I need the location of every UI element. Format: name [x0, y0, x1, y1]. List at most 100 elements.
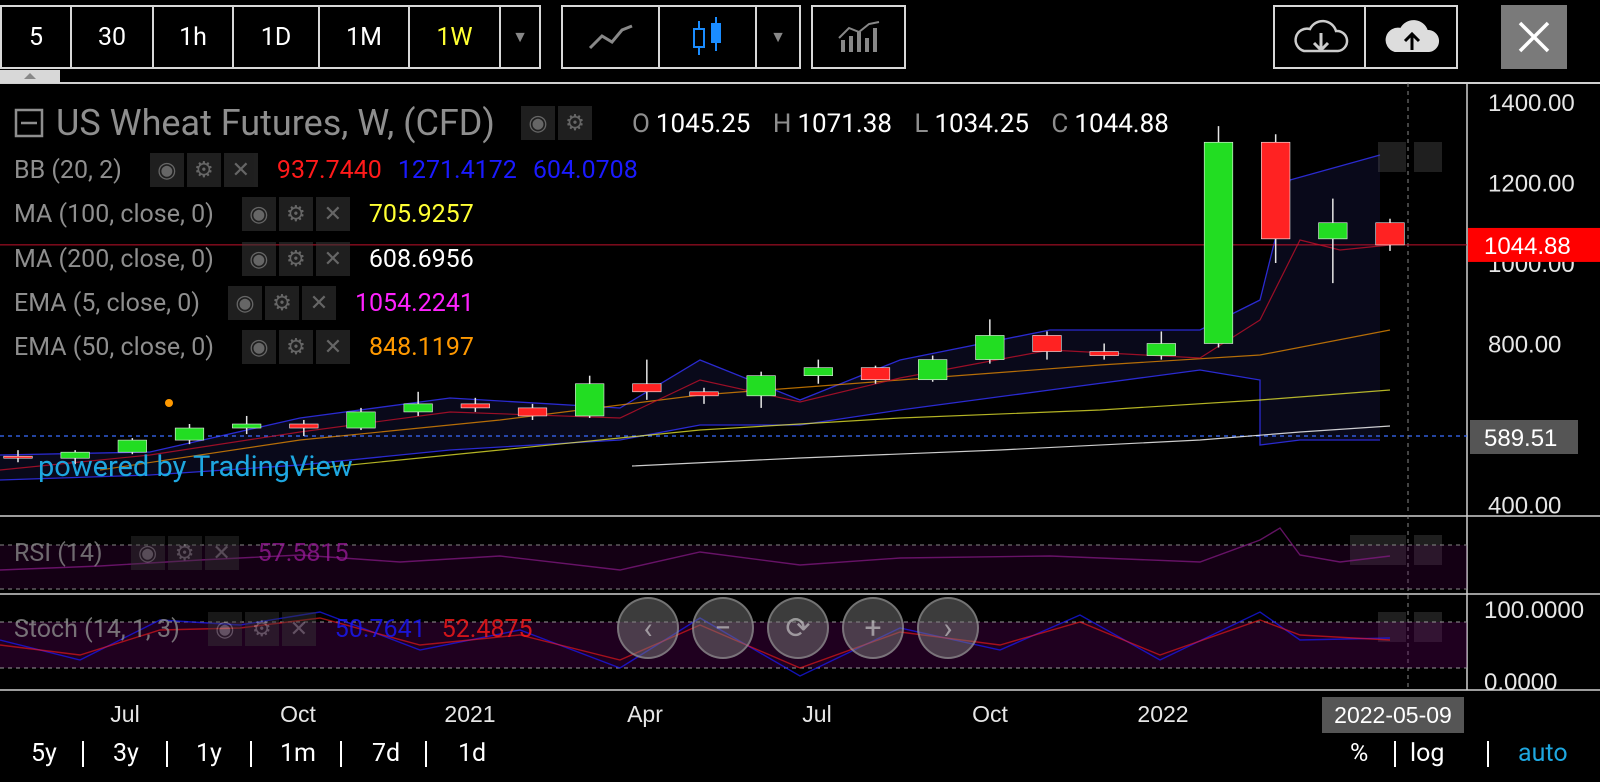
candle-body [803, 367, 833, 376]
interval-30-button[interactable]: 30 [72, 7, 154, 67]
candle-body [517, 407, 548, 417]
minus-icon: − [714, 610, 732, 646]
zoom-in-button[interactable]: + [842, 597, 904, 659]
interval-1d-button[interactable]: 1D [234, 7, 320, 67]
pane-arrow-button [1414, 535, 1442, 565]
range-7d-button[interactable]: 7d [372, 739, 401, 768]
zoom-out-button[interactable]: − [692, 597, 754, 659]
candle-body [632, 383, 662, 393]
eye-icon[interactable]: ◉ [241, 242, 276, 276]
candle-body [746, 375, 776, 397]
gear-icon[interactable]: ⚙ [244, 612, 279, 646]
cloud-save-button[interactable] [1366, 7, 1456, 67]
range-1d-button[interactable]: 1d [458, 739, 487, 768]
cloud-toolbar [1273, 5, 1458, 69]
gear-icon[interactable]: ⚙ [186, 153, 221, 187]
interval-5-button[interactable]: 5 [2, 7, 72, 67]
candle-body [1146, 343, 1176, 356]
candle-body [1375, 222, 1405, 246]
eye-icon[interactable]: ◉ [242, 330, 276, 364]
close-icon[interactable]: ✕ [301, 286, 336, 320]
indicator-value: 50.7641 [334, 614, 426, 644]
indicator-actions: ◉ ⚙ ✕ [149, 153, 261, 187]
pane-arrow-button [1414, 142, 1442, 172]
indicators-button[interactable] [813, 7, 904, 67]
high-label: H [772, 109, 792, 139]
candle-body [232, 423, 262, 429]
percent-scale-button[interactable]: % [1350, 739, 1369, 768]
bollinger-lower-line [0, 369, 1380, 481]
line-chart-button[interactable] [563, 7, 660, 67]
scroll-right-button[interactable]: › [917, 597, 979, 659]
orange-marker [165, 399, 173, 407]
interval-1h-button[interactable]: 1h [154, 7, 234, 67]
scroll-left-button[interactable]: ‹ [617, 597, 679, 659]
range-1m-button[interactable]: 1m [280, 739, 316, 768]
gear-icon[interactable]: ⚙ [167, 536, 202, 570]
stoch-tick-label: 100.0000 [1484, 597, 1584, 624]
time-axis-label: Jul [110, 701, 139, 727]
low-label: L [914, 109, 929, 139]
indicator-actions: ◉ ⚙ ✕ [130, 536, 242, 570]
range-3y-button[interactable]: 3y [113, 739, 139, 768]
close-icon[interactable]: ✕ [204, 536, 239, 570]
price-tick-label: 400.00 [1488, 493, 1561, 520]
eye-icon[interactable]: ◉ [130, 536, 165, 570]
gear-icon[interactable]: ⚙ [264, 286, 299, 320]
candle-body [975, 335, 1005, 360]
high-value: 1071.38 [797, 109, 892, 139]
cloud-upload-icon [1385, 20, 1439, 52]
pane-arrow-button [1414, 612, 1442, 642]
eye-icon[interactable]: ◉ [207, 612, 242, 646]
interval-toolbar: 5 30 1h 1D 1M 1W ▼ [0, 5, 541, 69]
eye-icon[interactable]: ◉ [520, 106, 555, 140]
ema5-line [0, 239, 1391, 471]
eye-icon[interactable]: ◉ [227, 286, 262, 320]
close-button[interactable] [1501, 5, 1567, 69]
time-axis-label: Jul [802, 701, 831, 727]
time-axis-label: 2022 [1137, 701, 1188, 727]
auto-scale-button[interactable]: auto [1518, 739, 1568, 768]
pane-arrow-button [1378, 612, 1406, 642]
candle-body [117, 439, 147, 453]
bollinger-upper-line [0, 154, 1381, 456]
gear-icon[interactable]: ⚙ [279, 330, 313, 364]
candle-body [460, 403, 490, 409]
indicator-rsi: RSI (14) ◉ ⚙ ✕ 57.5815 [14, 536, 365, 570]
interval-1w-button[interactable]: 1W [410, 7, 501, 67]
eye-icon[interactable]: ◉ [149, 153, 184, 187]
close-icon[interactable]: ✕ [315, 197, 350, 231]
collapse-legend-icon[interactable] [14, 108, 44, 138]
range-1y-button[interactable]: 1y [196, 739, 222, 768]
close-icon[interactable]: ✕ [316, 330, 350, 364]
cloud-load-button[interactable] [1275, 7, 1366, 67]
stoch-tick-label: 0.0000 [1484, 669, 1557, 696]
gear-icon[interactable]: ⚙ [278, 242, 313, 276]
indicator-actions: ◉ ⚙ ✕ [241, 197, 353, 231]
close-icon[interactable]: ✕ [281, 612, 316, 646]
indicator-ema50: EMA (50, close, 0) ◉ ⚙ ✕ 848.1197 [14, 330, 490, 364]
eye-icon[interactable]: ◉ [241, 197, 276, 231]
close-icon[interactable]: ✕ [223, 153, 258, 187]
gear-icon[interactable]: ⚙ [278, 197, 313, 231]
chart-type-dropdown-button[interactable]: ▼ [757, 7, 799, 67]
close-icon[interactable]: ✕ [315, 242, 350, 276]
candlestick-chart-button[interactable] [660, 7, 757, 67]
indicator-value: 52.4875 [441, 614, 533, 644]
range-5y-button[interactable]: 5y [31, 739, 57, 768]
reset-chart-button[interactable]: ⟳ [767, 597, 829, 659]
time-axis-label: 2021 [444, 701, 495, 727]
interval-dropdown-button[interactable]: ▼ [501, 7, 539, 67]
crosshair-price-tag [1470, 420, 1578, 454]
candle-body [60, 451, 90, 459]
interval-1m-button[interactable]: 1M [320, 7, 410, 67]
ohlc-values: O 1045.25 H 1071.38 L 1034.25 C 1044.88 [632, 109, 1185, 139]
low-value: 1034.25 [934, 109, 1029, 139]
separator [250, 741, 252, 767]
candle-body [403, 403, 433, 413]
log-scale-button[interactable]: log [1410, 739, 1445, 768]
indicator-value: 705.9257 [368, 199, 474, 229]
candle-body [1261, 141, 1291, 240]
gear-icon[interactable]: ⚙ [557, 106, 592, 140]
indicator-ma100: MA (100, close, 0) ◉ ⚙ ✕ 705.9257 [14, 197, 490, 231]
